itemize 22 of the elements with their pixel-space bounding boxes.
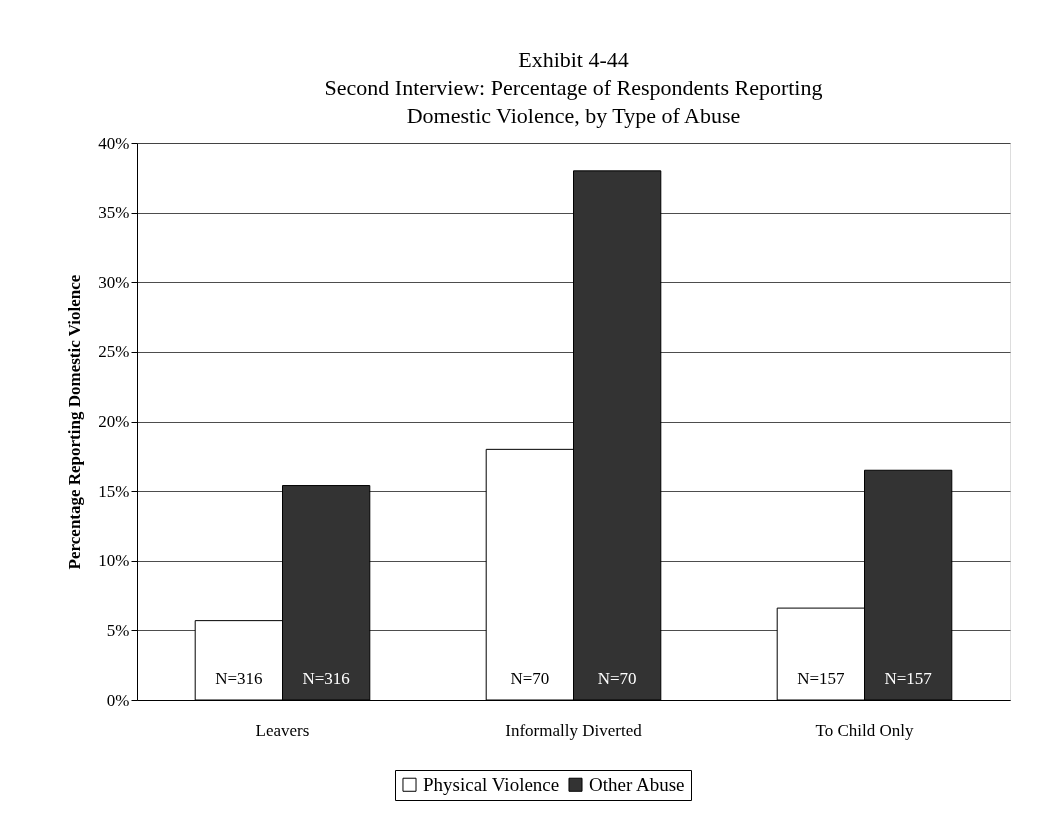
legend-label: Other Abuse: [589, 773, 685, 795]
y-axis-title: Percentage Reporting Domestic Violence: [65, 274, 85, 570]
y-tick-label: 15%: [98, 481, 130, 501]
legend-label: Physical Violence: [423, 773, 560, 795]
annotation: N=70: [510, 669, 550, 688]
y-tick-label: 20%: [98, 412, 130, 431]
chart-title: Exhibit 4-44 Second Interview: Percentage of Respondents Reporting Domestic Violence, by Type of Abuse: [324, 47, 823, 128]
annotation: N=316: [215, 669, 263, 688]
x-tick-label: Informally Diverted: [505, 720, 643, 740]
y-tick-label: 0%: [106, 690, 130, 710]
x-tick-label: To Child Only: [815, 720, 914, 740]
x-tick-label: Leavers: [255, 720, 310, 740]
y-tick-label: 10%: [98, 551, 130, 571]
y-tick-label: 5%: [106, 620, 130, 640]
annotation: N=70: [597, 669, 637, 688]
annotation: N=157: [797, 669, 846, 688]
y-tick-label: 35%: [98, 203, 130, 223]
y-tick-label: 40%: [98, 133, 130, 153]
annotation: N=157: [884, 669, 933, 688]
y-tick-label: 30%: [98, 272, 130, 292]
y-tick-label: 25%: [98, 342, 130, 362]
annotation: N=316: [302, 669, 350, 688]
